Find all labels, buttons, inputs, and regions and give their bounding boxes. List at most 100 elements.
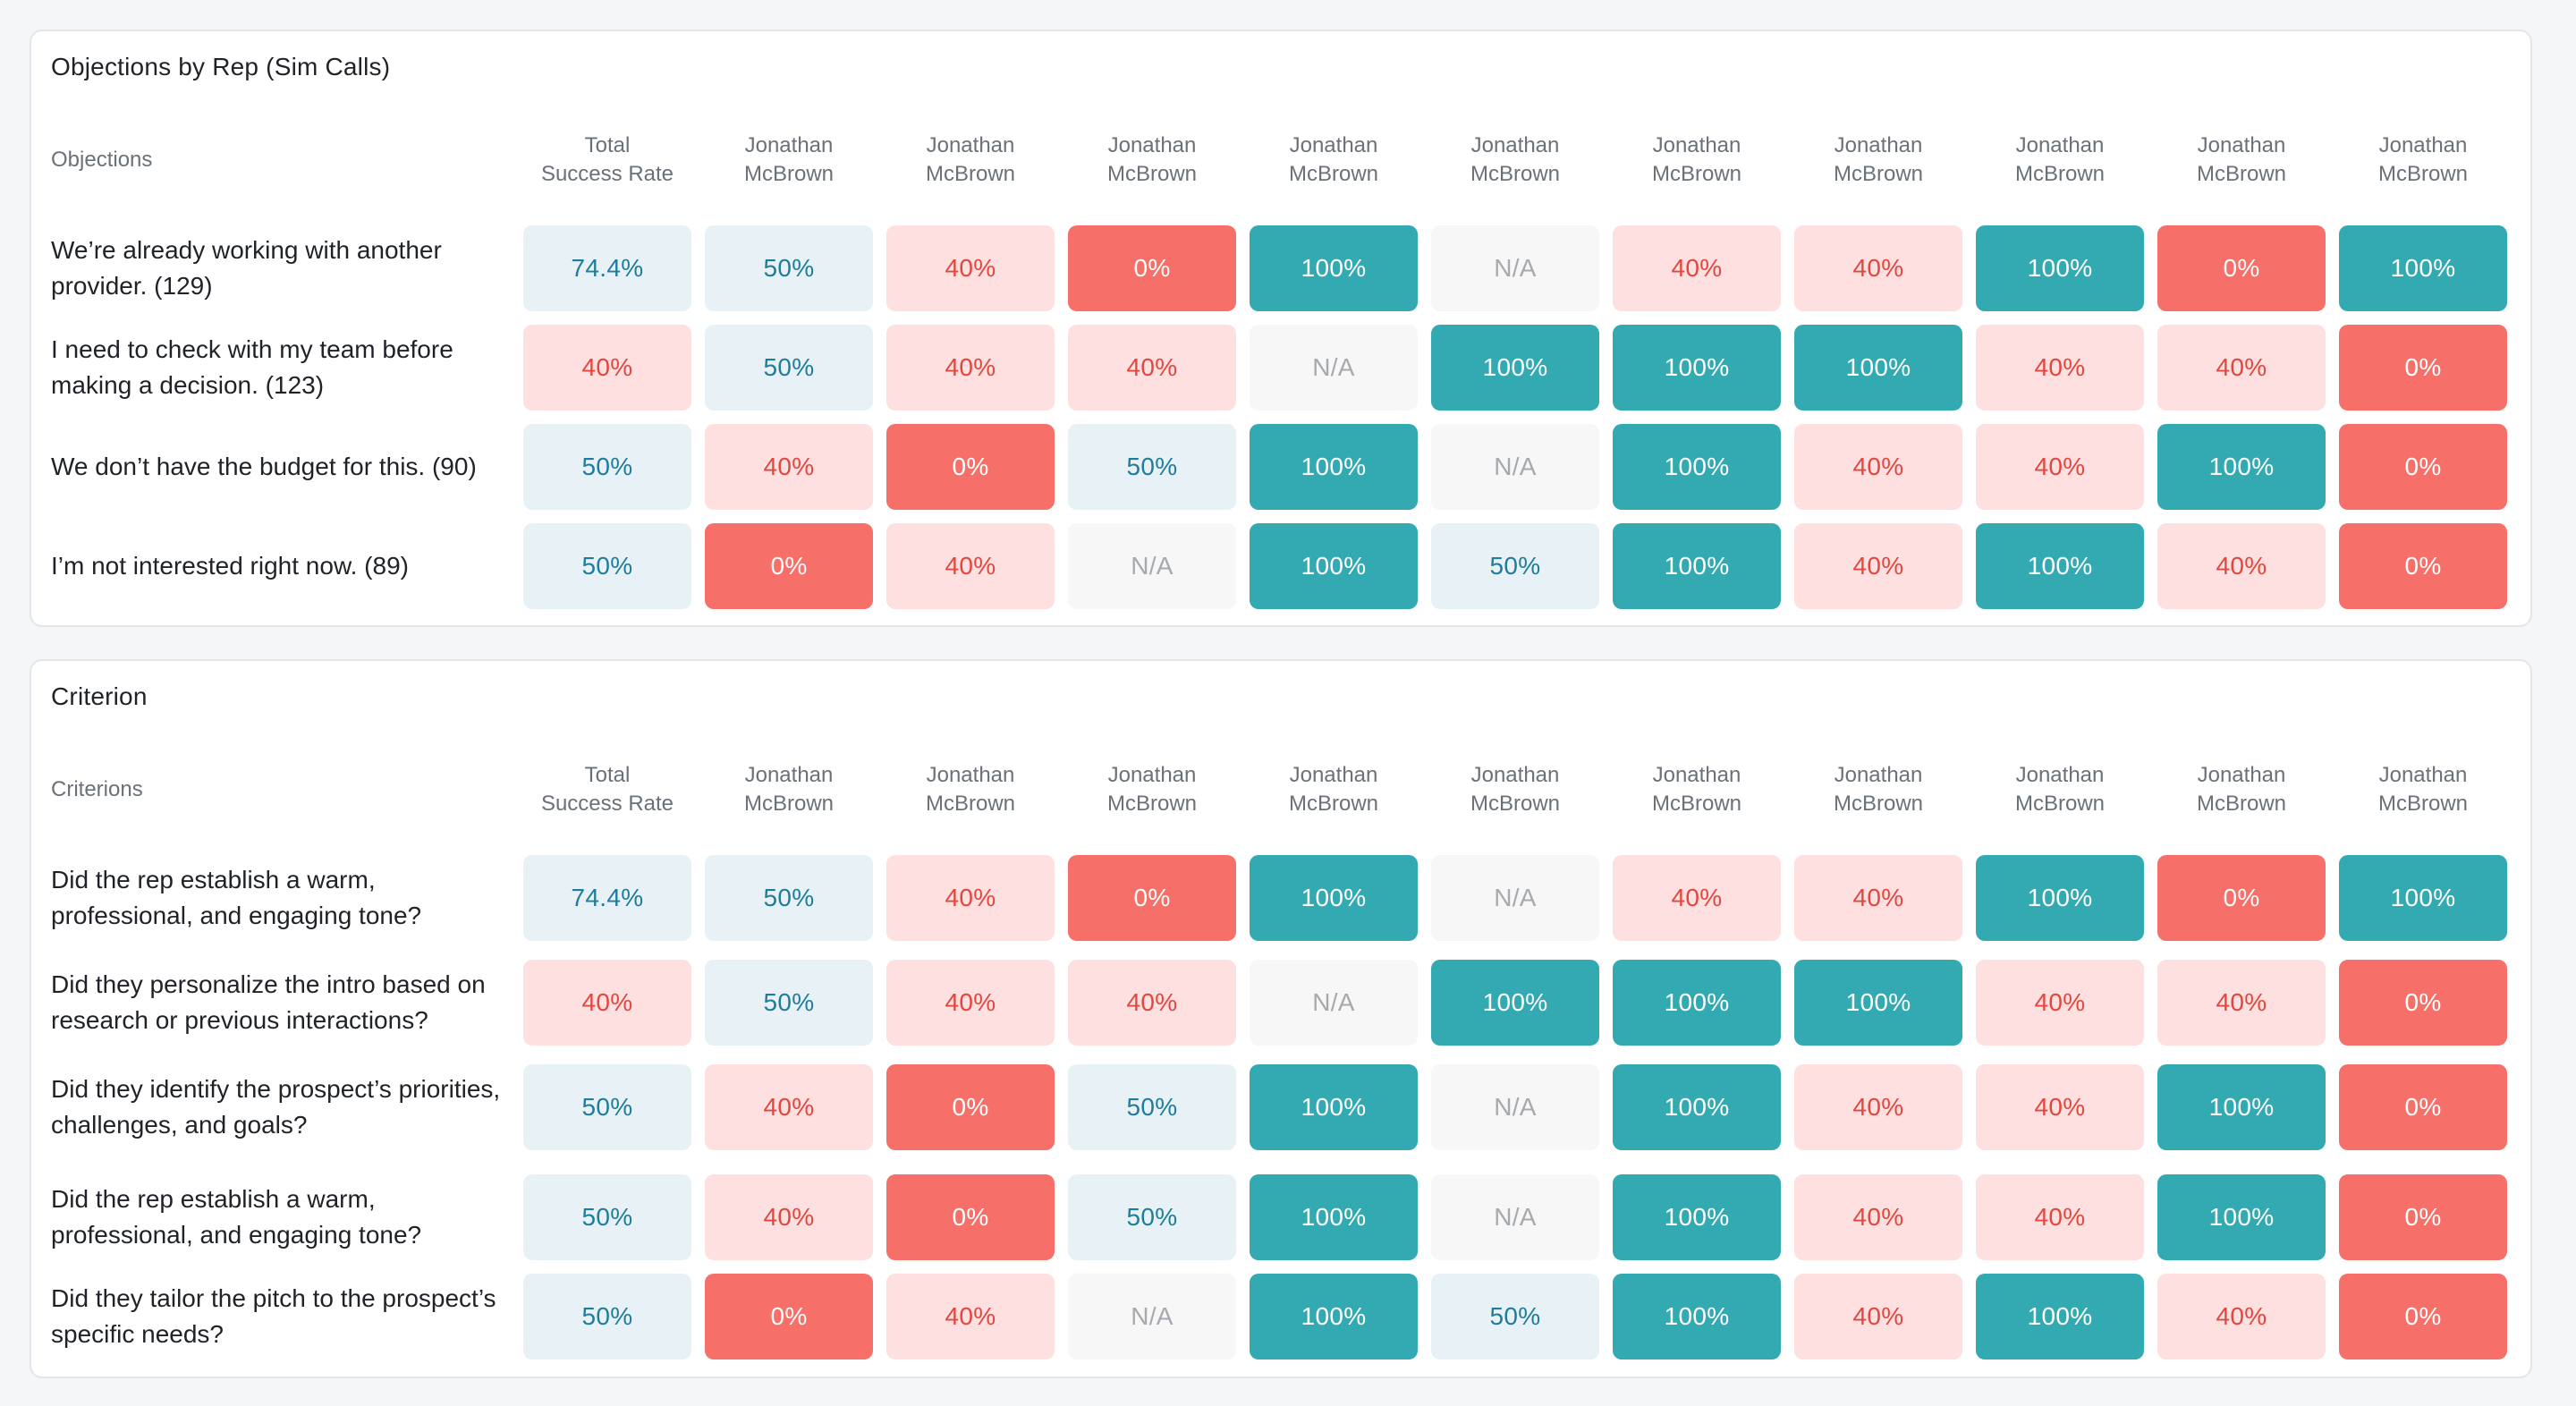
rep-success-rate-cell[interactable]: 100% (1613, 1064, 1781, 1150)
rep-success-rate-cell[interactable]: 40% (1976, 424, 2144, 510)
rep-success-rate-cell[interactable]: 40% (1613, 225, 1781, 311)
rep-success-rate-cell[interactable]: 0% (1068, 225, 1236, 311)
rep-success-rate-cell[interactable]: 100% (2339, 225, 2507, 311)
rep-success-rate-cell[interactable]: 100% (1250, 1064, 1418, 1150)
rep-success-rate-cell[interactable]: 0% (2157, 225, 2326, 311)
rep-success-rate-cell[interactable]: 0% (2339, 325, 2507, 411)
rep-success-rate-cell[interactable]: 40% (1794, 225, 1962, 311)
rep-success-rate-cell[interactable]: 100% (1250, 1174, 1418, 1260)
rep-success-rate-cell[interactable]: 0% (2339, 1064, 2507, 1150)
rep-success-rate-cell[interactable]: 0% (1068, 855, 1236, 941)
rep-success-rate-cell[interactable]: 40% (2157, 1274, 2326, 1359)
rep-success-rate-cell[interactable]: 40% (2157, 960, 2326, 1046)
rep-success-rate-cell[interactable]: N/A (1431, 225, 1599, 311)
rep-success-rate-cell[interactable]: 50% (1068, 1174, 1236, 1260)
rep-success-rate-cell[interactable]: N/A (1431, 1174, 1599, 1260)
rep-success-rate-cell[interactable]: 40% (886, 325, 1055, 411)
total-success-rate-cell[interactable]: 40% (523, 960, 691, 1046)
rep-success-rate-cell[interactable]: 40% (886, 523, 1055, 609)
rep-success-rate-cell[interactable]: 100% (1250, 523, 1418, 609)
rep-success-rate-cell[interactable]: 100% (1976, 1274, 2144, 1359)
total-success-rate-cell[interactable]: 40% (523, 325, 691, 411)
total-success-rate-cell[interactable]: 50% (523, 523, 691, 609)
rep-success-rate-cell[interactable]: 0% (2339, 1174, 2507, 1260)
rep-success-rate-cell[interactable]: 40% (1976, 1174, 2144, 1260)
rep-success-rate-cell[interactable]: 40% (1068, 325, 1236, 411)
rep-success-rate-cell[interactable]: N/A (1068, 1274, 1236, 1359)
rep-success-rate-cell[interactable]: 40% (1068, 960, 1236, 1046)
rep-success-rate-cell[interactable]: 40% (1794, 855, 1962, 941)
rep-success-rate-cell[interactable]: 40% (1794, 1174, 1962, 1260)
rep-success-rate-cell[interactable]: 100% (1250, 1274, 1418, 1359)
rep-success-rate-cell[interactable]: 50% (705, 225, 873, 311)
rep-success-rate-cell[interactable]: 50% (1068, 1064, 1236, 1150)
rep-success-rate-cell[interactable]: 50% (1068, 424, 1236, 510)
rep-success-rate-cell[interactable]: 100% (1976, 855, 2144, 941)
rep-success-rate-cell[interactable]: 100% (1613, 424, 1781, 510)
rep-success-rate-cell[interactable]: 100% (1613, 1174, 1781, 1260)
rep-success-rate-cell[interactable]: 40% (2157, 523, 2326, 609)
rep-success-rate-cell[interactable]: 0% (705, 1274, 873, 1359)
rep-success-rate-cell[interactable]: 40% (886, 225, 1055, 311)
rep-success-rate-cell[interactable]: 40% (1794, 523, 1962, 609)
rep-success-rate-cell[interactable]: 40% (1976, 325, 2144, 411)
rep-success-rate-cell[interactable]: 50% (705, 325, 873, 411)
rep-success-rate-cell[interactable]: 0% (2339, 960, 2507, 1046)
rep-success-rate-cell[interactable]: 40% (1794, 1064, 1962, 1150)
rep-success-rate-cell[interactable]: 50% (705, 855, 873, 941)
rep-success-rate-cell[interactable]: 100% (1794, 325, 1962, 411)
rep-success-rate-cell[interactable]: N/A (1431, 1064, 1599, 1150)
rep-success-rate-cell[interactable]: 100% (1250, 855, 1418, 941)
rep-success-rate-cell[interactable]: 100% (2157, 1174, 2326, 1260)
rep-success-rate-cell[interactable]: 50% (705, 960, 873, 1046)
total-success-rate-cell[interactable]: 50% (523, 1064, 691, 1150)
rep-success-rate-cell[interactable]: 100% (2339, 855, 2507, 941)
rep-success-rate-cell[interactable]: 0% (2339, 424, 2507, 510)
rep-success-rate-cell[interactable]: 100% (1976, 225, 2144, 311)
rep-success-rate-cell[interactable]: 100% (1613, 523, 1781, 609)
total-success-rate-cell[interactable]: 50% (523, 1174, 691, 1260)
rep-success-rate-cell[interactable]: 100% (2157, 1064, 2326, 1150)
rep-success-rate-cell[interactable]: N/A (1431, 424, 1599, 510)
rep-success-rate-cell[interactable]: N/A (1431, 855, 1599, 941)
rep-success-rate-cell[interactable]: 40% (1794, 424, 1962, 510)
rep-success-rate-cell[interactable]: 40% (705, 1064, 873, 1150)
rep-success-rate-cell[interactable]: 100% (1613, 325, 1781, 411)
rep-success-rate-cell[interactable]: 0% (2339, 523, 2507, 609)
rep-success-rate-cell[interactable]: 50% (1431, 523, 1599, 609)
rep-success-rate-cell[interactable]: 40% (2157, 325, 2326, 411)
rep-success-rate-cell[interactable]: 100% (1613, 960, 1781, 1046)
rep-success-rate-cell[interactable]: 100% (1250, 225, 1418, 311)
rep-success-rate-cell[interactable]: 40% (705, 424, 873, 510)
rep-success-rate-cell[interactable]: 40% (886, 960, 1055, 1046)
rep-success-rate-cell[interactable]: 40% (886, 1274, 1055, 1359)
rep-success-rate-cell[interactable]: 40% (1794, 1274, 1962, 1359)
rep-success-rate-cell[interactable]: 0% (2157, 855, 2326, 941)
rep-success-rate-cell[interactable]: 100% (1794, 960, 1962, 1046)
rep-success-rate-cell[interactable]: 0% (2339, 1274, 2507, 1359)
rep-success-rate-cell[interactable]: N/A (1250, 960, 1418, 1046)
rep-success-rate-cell[interactable]: 100% (1431, 325, 1599, 411)
total-success-rate-cell[interactable]: 74.4% (523, 225, 691, 311)
rep-success-rate-cell[interactable]: 40% (705, 1174, 873, 1260)
total-success-rate-cell[interactable]: 50% (523, 424, 691, 510)
rep-success-rate-cell[interactable]: 0% (705, 523, 873, 609)
rep-success-rate-cell[interactable]: 0% (886, 1174, 1055, 1260)
rep-success-rate-cell[interactable]: 0% (886, 1064, 1055, 1150)
total-success-rate-cell[interactable]: 50% (523, 1274, 691, 1359)
rep-success-rate-cell[interactable]: 40% (886, 855, 1055, 941)
rep-success-rate-cell[interactable]: 100% (1250, 424, 1418, 510)
rep-success-rate-cell[interactable]: N/A (1068, 523, 1236, 609)
rep-success-rate-cell[interactable]: 40% (1976, 960, 2144, 1046)
column-header-rep: Jonathan McBrown (1833, 133, 1924, 186)
rep-success-rate-cell[interactable]: 100% (1431, 960, 1599, 1046)
rep-success-rate-cell[interactable]: 40% (1613, 855, 1781, 941)
rep-success-rate-cell[interactable]: 100% (1976, 523, 2144, 609)
rep-success-rate-cell[interactable]: 0% (886, 424, 1055, 510)
rep-success-rate-cell[interactable]: 100% (1613, 1274, 1781, 1359)
rep-success-rate-cell[interactable]: N/A (1250, 325, 1418, 411)
rep-success-rate-cell[interactable]: 40% (1976, 1064, 2144, 1150)
total-success-rate-cell[interactable]: 74.4% (523, 855, 691, 941)
rep-success-rate-cell[interactable]: 100% (2157, 424, 2326, 510)
rep-success-rate-cell[interactable]: 50% (1431, 1274, 1599, 1359)
